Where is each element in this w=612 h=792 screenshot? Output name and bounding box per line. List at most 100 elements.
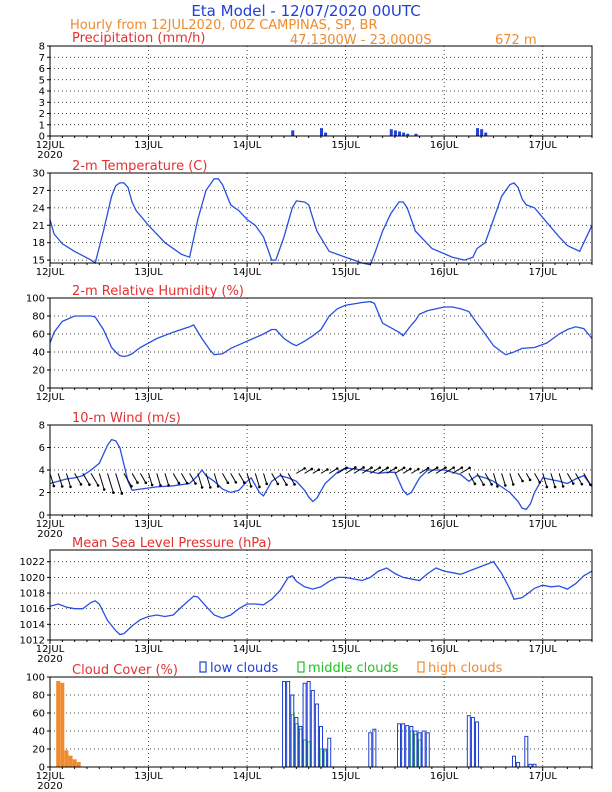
wind-arrow-head (200, 486, 204, 489)
precip-bar (393, 130, 397, 136)
temperature-xtick-label: 17JUL (528, 267, 557, 278)
low-cloud-bar (327, 737, 332, 768)
wind-arrow-head (317, 468, 321, 472)
wind-arrow-head (521, 479, 524, 483)
humidity-frame (49, 297, 593, 389)
low-cloud-bar (319, 726, 323, 768)
low-cloud-bar (425, 732, 430, 768)
wind-arrow-head (335, 467, 339, 470)
pressure-xtick-label: 12JUL (36, 644, 65, 655)
high-cloud-bar (72, 759, 77, 768)
precipitation-year-label: 2020 (37, 150, 62, 161)
wind-xtick-label: 14JUL (233, 519, 262, 530)
precipitation-ytick-label: 0 (39, 132, 45, 143)
wind-arrow-head (589, 483, 592, 486)
temperature-ytick-label: 21 (32, 221, 45, 232)
wind-arrow-head (553, 485, 557, 489)
pressure-ytick-label: 1018 (20, 589, 45, 600)
low-cloud-bar (372, 728, 377, 768)
wind-arrow-head (482, 483, 485, 486)
wind-arrow-head (249, 485, 253, 488)
pressure-panel: 1012 1014 1016 1018 1020 1022 12JUL2020 13JUL 14… (20, 536, 593, 665)
wind-arrow-head (571, 482, 575, 485)
low-cloud-bar (516, 762, 521, 768)
wind-arrow-head (426, 466, 430, 470)
wind-arrow (427, 467, 438, 474)
wind-arrow-head (496, 485, 499, 488)
low-cloud-bar (290, 694, 295, 768)
temperature-title: 2-m Temperature (C) (72, 159, 207, 174)
wind-arrow (468, 473, 476, 485)
precip-bar (414, 133, 418, 136)
precip-bar (402, 132, 406, 136)
wind-arrow (378, 467, 388, 474)
wind-arrow (575, 473, 583, 485)
wind-arrow-head (185, 481, 189, 485)
low-cloud-bar (368, 732, 373, 768)
temperature-ytick-label: 27 (32, 186, 45, 197)
cloud-cover-xtick-label: 15JUL (331, 771, 360, 782)
wind-arrow (534, 473, 541, 483)
wind-arrow-head (561, 485, 565, 488)
low-cloud-bar (314, 703, 319, 768)
precipitation-xtick-label: 14JUL (233, 140, 262, 151)
wind-arrow (296, 467, 305, 474)
temperature-xtick-label: 13JUL (134, 267, 163, 278)
humidity-series-line (49, 300, 593, 358)
wind-arrow-head (216, 485, 220, 488)
legend-swatch (417, 661, 425, 673)
humidity-ytick-label: 0 (39, 384, 45, 395)
wind-ytick-label: 6 (39, 443, 45, 454)
wind-arrow (304, 468, 313, 474)
wind-arrow-head (490, 483, 493, 486)
cloud-cover-frame (49, 676, 593, 768)
precipitation-ytick-label: 1 (39, 120, 45, 131)
wind-xtick-label: 15JUL (331, 519, 360, 530)
temperature-frame (49, 172, 593, 264)
wind-panel: 0 2 4 6 8 12JUL2020 13JUL 14JUL 15JUL 16JUL 17JUL 1… (36, 411, 593, 540)
cloud-cover-ytick-label: 0 (39, 763, 45, 774)
low-cloud-bar (417, 732, 422, 768)
cloud-cover-title: Cloud Cover (%) (72, 663, 178, 678)
wind-series-line (49, 438, 593, 511)
pressure-title: Mean Sea Level Pressure (hPa) (72, 536, 272, 551)
precipitation-xtick-label: 13JUL (134, 140, 163, 151)
wind-arrow-head (52, 484, 56, 488)
pressure-series-line (49, 560, 593, 636)
pressure-ytick-label: 1012 (20, 636, 45, 647)
wind-arrow (222, 473, 229, 483)
wind-arrow (517, 473, 523, 482)
wind-arrow-head (60, 485, 64, 488)
pressure-xtick-label: 13JUL (134, 644, 163, 655)
wind-arrow (57, 473, 63, 487)
wind-arrow-head (310, 467, 314, 471)
wind-arrow-head (409, 467, 412, 471)
low-cloud-bar (470, 717, 475, 768)
precip-bar (389, 129, 393, 136)
wind-arrow-head (394, 466, 398, 470)
wind-arrow (279, 473, 287, 485)
wind-arrow-head (144, 481, 148, 485)
low-cloud-bar (401, 723, 406, 768)
precip-bar (476, 128, 480, 136)
wind-arrow (238, 473, 245, 483)
low-cloud-bar (409, 726, 414, 768)
wind-arrow (65, 473, 71, 487)
low-cloud-bar (405, 725, 410, 768)
low-cloud-bar (298, 726, 303, 768)
temperature-series-line (49, 178, 593, 266)
wind-arrow (172, 473, 180, 484)
wind-arrow-head (580, 482, 584, 486)
wind-arrow-head (265, 482, 269, 486)
wind-arrow-head (242, 481, 246, 484)
wind-arrow (107, 473, 114, 493)
low-cloud-bar (286, 681, 291, 768)
temperature-xtick-label: 14JUL (233, 267, 262, 278)
wind-arrow-head (194, 482, 197, 485)
wind-arrow (583, 473, 591, 485)
low-cloud-bar (302, 682, 307, 768)
cloud-cover-ytick-label: 60 (32, 709, 45, 720)
wind-arrow (90, 473, 99, 486)
wind-title: 10-m Wind (m/s) (72, 411, 181, 426)
